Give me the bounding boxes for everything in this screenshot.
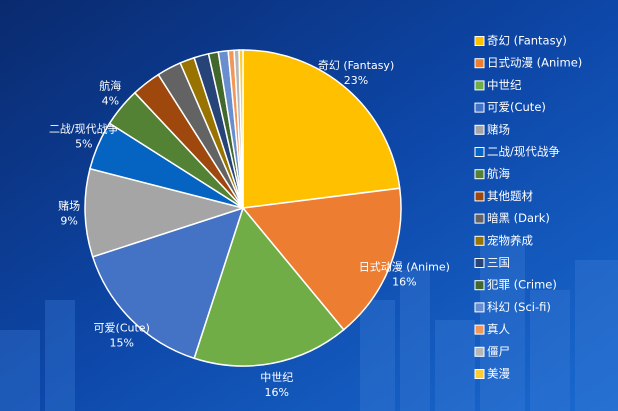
legend-label: 美漫 — [487, 367, 510, 381]
pie-slice — [241, 187, 402, 331]
data-label-value: 23% — [344, 74, 368, 87]
legend-label: 可爱(Cute) — [487, 100, 546, 114]
data-label-name: 二战/现代战争 — [49, 122, 119, 136]
data-label-name: 日式动漫 (Anime) — [359, 259, 450, 273]
legend-label: 犯罪 (Crime) — [487, 278, 557, 292]
legend-swatch — [474, 258, 485, 268]
data-label-name: 可爱(Cute) — [94, 321, 150, 334]
data-label-value: 15% — [109, 336, 133, 349]
data-label-value: 16% — [265, 386, 289, 399]
city-skyline — [0, 240, 618, 411]
legend-swatch — [474, 169, 485, 180]
legend-swatch — [474, 346, 485, 357]
legend-label: 僵尸 — [487, 344, 510, 358]
pie-slice — [238, 49, 244, 209]
legend-label: 航海 — [487, 167, 510, 181]
data-label-name: 奇幻 (Fantasy) — [318, 59, 394, 72]
legend-label: 三国 — [487, 256, 510, 270]
data-label-value: 9% — [60, 215, 77, 228]
legend-label: 中世纪 — [487, 78, 522, 92]
legend-swatch — [474, 36, 485, 46]
pie-slice — [91, 206, 245, 360]
data-label-name: 中世纪 — [260, 371, 293, 384]
legend-swatch — [474, 58, 485, 69]
pie-slice — [193, 206, 345, 367]
data-label-value: 5% — [75, 138, 92, 151]
legend-swatch — [474, 213, 485, 224]
pie-slice — [84, 167, 246, 258]
legend-swatch — [474, 102, 485, 113]
legend-swatch — [474, 369, 485, 379]
data-label-value: 16% — [392, 275, 416, 288]
legend-label: 二战/现代战争 — [487, 145, 560, 159]
legend-label: 其他题材 — [487, 189, 533, 203]
legend-label: 日式动漫 (Anime) — [487, 56, 582, 70]
legend-label: 奇幻 (Fantasy) — [487, 34, 567, 48]
data-label-name: 赌场 — [58, 199, 80, 213]
legend-swatch — [474, 80, 485, 91]
legend-swatch — [474, 147, 485, 157]
legend-label: 宠物养成 — [487, 233, 533, 247]
legend-label: 真人 — [487, 322, 510, 336]
data-label-name: 航海 — [99, 78, 121, 92]
legend-swatch — [474, 235, 485, 246]
pie-slice — [242, 49, 401, 209]
data-label-value: 4% — [102, 94, 119, 107]
legend-label: 科幻 (Sci-fi) — [487, 300, 551, 314]
legend-swatch — [474, 302, 485, 313]
legend-swatch — [474, 280, 485, 291]
legend-label: 暗黑 (Dark) — [487, 211, 550, 225]
legend-label: 赌场 — [487, 122, 510, 136]
legend-swatch — [474, 191, 485, 202]
legend-swatch — [474, 124, 485, 135]
legend-swatch — [474, 324, 485, 335]
